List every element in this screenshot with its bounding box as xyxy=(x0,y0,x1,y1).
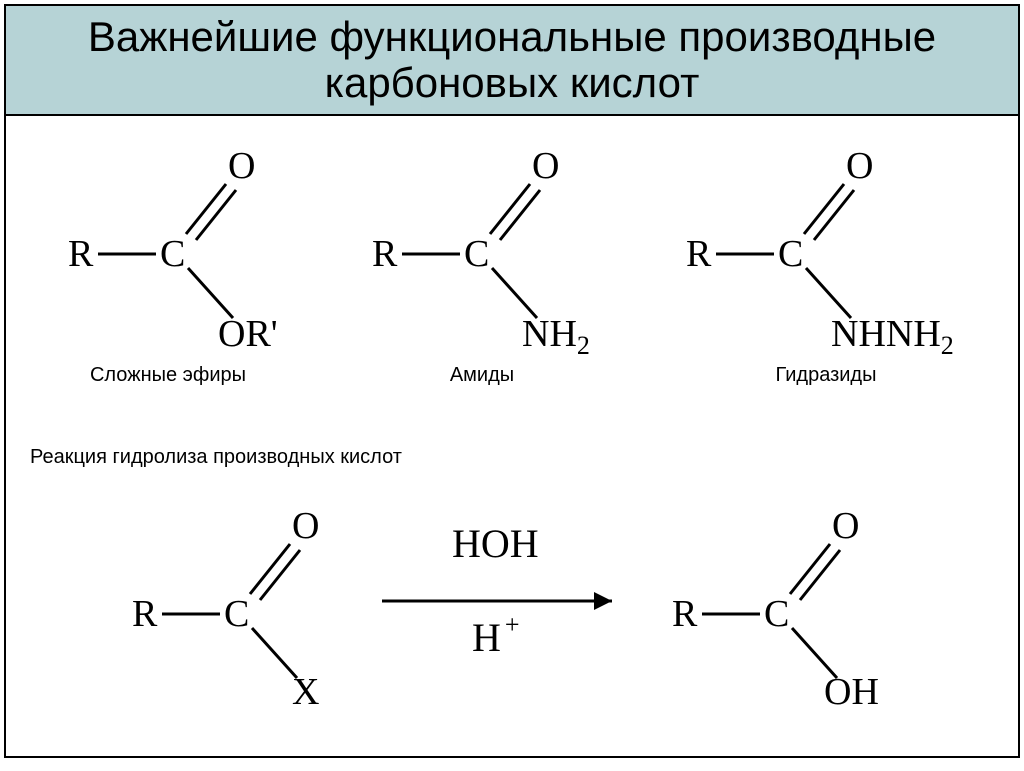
structure-hydrazide: R C O NHNH2 Гидразиды xyxy=(666,136,986,387)
acid-svg: R C O OH xyxy=(652,486,912,706)
atom-R: R xyxy=(68,233,94,275)
amide-label: Амиды xyxy=(450,364,514,387)
atom-C: C xyxy=(224,593,249,635)
atom-O: O xyxy=(832,505,859,547)
arrow-svg: HOH H+ xyxy=(372,511,632,681)
page-title: Важнейшие функциональные производные кар… xyxy=(26,14,998,106)
content-area: R C O OR' Сложные эфиры R xyxy=(4,116,1020,758)
atom-OR: OR' xyxy=(218,313,278,355)
reaction-arrow-block: HOH H+ xyxy=(372,511,632,681)
reagent-top: HOH xyxy=(452,521,539,566)
bond xyxy=(252,628,297,678)
title-banner: Важнейшие функциональные производные кар… xyxy=(4,4,1020,116)
atom-C: C xyxy=(160,233,185,275)
atom-NH2: NH2 xyxy=(522,313,590,356)
atom-NHNH2: NHNH2 xyxy=(831,313,954,356)
bond xyxy=(806,268,851,318)
atom-R: R xyxy=(132,593,158,635)
structures-row: R C O OR' Сложные эфиры R xyxy=(6,116,1018,387)
atom-O: O xyxy=(228,145,255,187)
structure-acid: R C O OH xyxy=(652,486,912,706)
bond xyxy=(188,268,233,318)
generic-svg: R C O X xyxy=(112,486,352,706)
atom-C: C xyxy=(764,593,789,635)
structure-amide: R C O NH2 Амиды xyxy=(342,136,622,387)
atom-C: C xyxy=(778,233,803,275)
reaction-label: Реакция гидролиза производных кислот xyxy=(30,446,402,469)
bond xyxy=(492,268,537,318)
atom-OH: OH xyxy=(824,671,879,706)
ester-svg: R C O OR' xyxy=(38,136,298,356)
ester-label: Сложные эфиры xyxy=(90,364,246,387)
atom-O: O xyxy=(292,505,319,547)
atom-O: O xyxy=(532,145,559,187)
atom-X: X xyxy=(292,671,319,706)
reaction-row: R C O X HOH H+ R C xyxy=(6,486,1018,706)
atom-R: R xyxy=(686,233,712,275)
arrow-head xyxy=(594,592,612,610)
amide-svg: R C O NH2 xyxy=(342,136,622,356)
structure-generic: R C O X xyxy=(112,486,352,706)
atom-O: O xyxy=(846,145,873,187)
atom-R: R xyxy=(672,593,698,635)
atom-R: R xyxy=(372,233,398,275)
hydrazide-label: Гидразиды xyxy=(776,364,877,387)
atom-C: C xyxy=(464,233,489,275)
structure-ester: R C O OR' Сложные эфиры xyxy=(38,136,298,387)
reagent-bottom: H+ xyxy=(472,610,520,660)
hydrazide-svg: R C O NHNH2 xyxy=(666,136,986,356)
